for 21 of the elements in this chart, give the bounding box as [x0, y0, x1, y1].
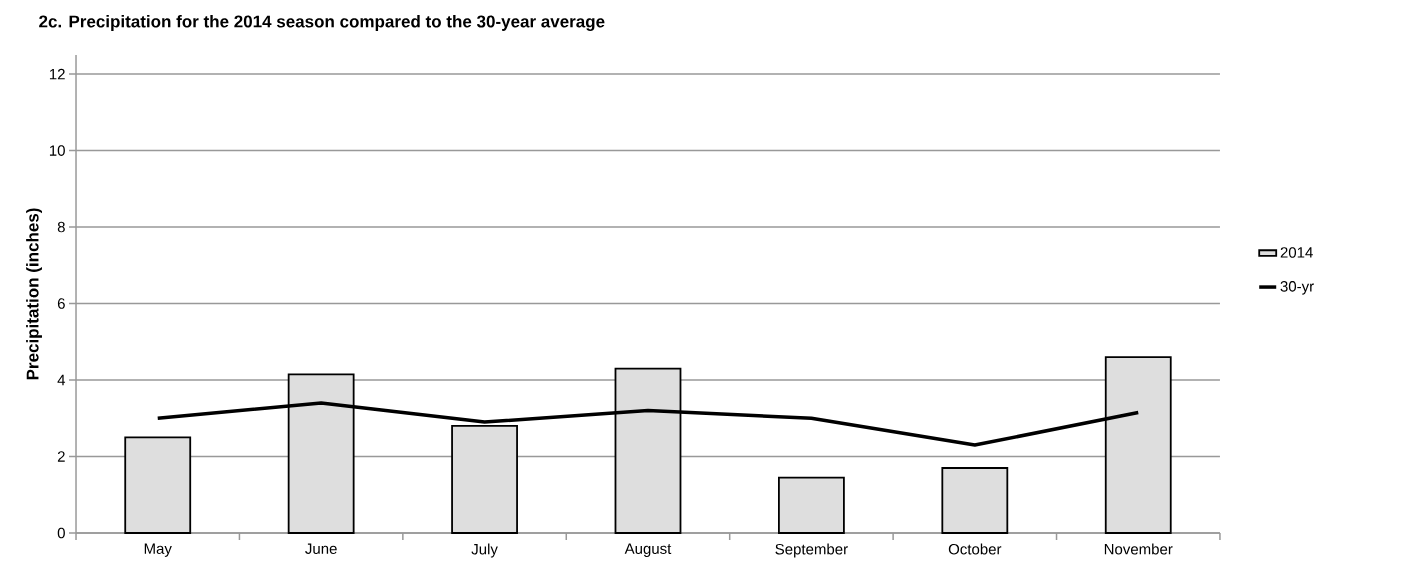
chart-title: 2c. Precipitation for the 2014 season compared to the 30-year average — [39, 15, 605, 31]
y-tick-label: 10 — [49, 145, 65, 156]
x-tick-label: August — [624, 543, 672, 557]
y-tick-label: 6 — [57, 298, 65, 309]
x-tick-label: November — [1104, 543, 1173, 555]
y-tick-label: 8 — [57, 221, 65, 233]
x-tick-label: June — [305, 543, 337, 554]
y-tick-label: 2 — [57, 451, 65, 462]
legend-label: 30-yr — [1280, 281, 1314, 295]
bar — [778, 476, 845, 534]
x-tick-label: October — [948, 543, 1002, 555]
y-tick-label: 0 — [57, 527, 65, 539]
legend-label: 2014 — [1280, 247, 1313, 258]
x-tick-label: May — [144, 543, 172, 557]
x-tick-label: September — [775, 543, 848, 558]
y-tick-label: 12 — [49, 68, 65, 80]
bar — [941, 467, 1009, 534]
bar — [124, 436, 192, 534]
y-axis-title: Precipitation (inches) — [26, 208, 42, 380]
x-tick-label: July — [471, 543, 498, 558]
y-tick-label: 4 — [57, 374, 66, 386]
